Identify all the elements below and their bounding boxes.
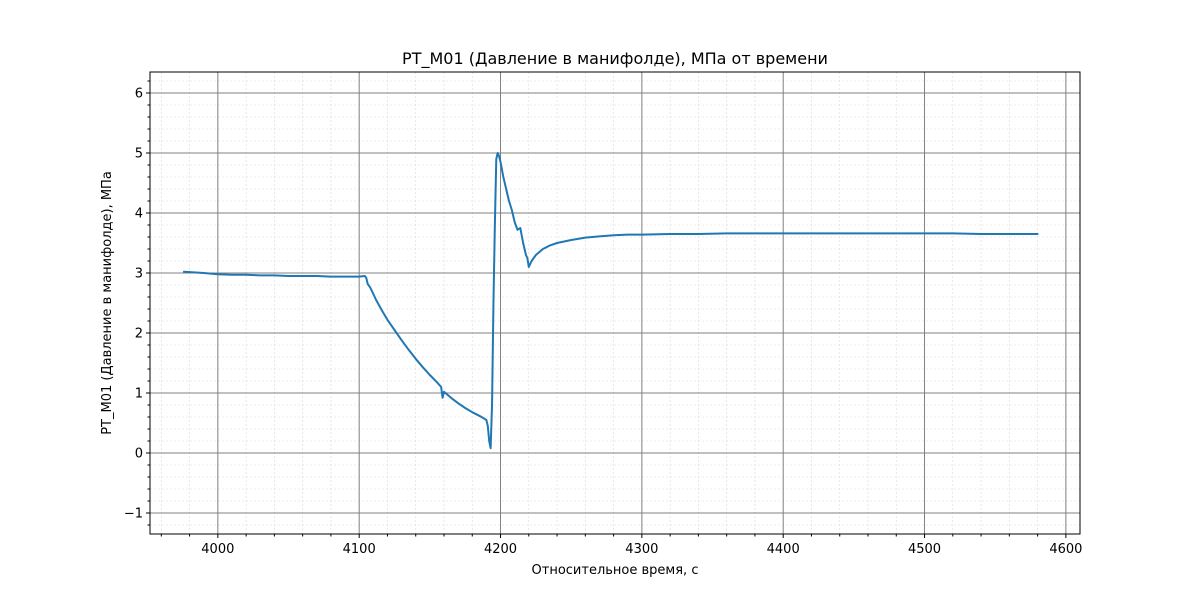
x-tick-label: 4500 xyxy=(908,542,941,557)
x-tick-label: 4000 xyxy=(201,542,234,557)
y-tick-label: 6 xyxy=(135,87,143,102)
y-tick-label: 5 xyxy=(135,147,143,162)
minor-grid xyxy=(150,72,1080,534)
x-tick-label: 4600 xyxy=(1049,542,1082,557)
y-axis-label: PT_M01 (Давление в манифолде), МПа xyxy=(100,171,115,435)
y-tick-label: 3 xyxy=(135,267,143,282)
y-tick-label: 0 xyxy=(135,447,143,462)
y-axis-ticks: −1 0 1 2 3 4 5 6 xyxy=(124,80,150,526)
y-tick-label: 1 xyxy=(135,387,143,402)
series-line-0 xyxy=(182,152,1039,450)
x-tick-label: 4200 xyxy=(484,542,517,557)
series-layer xyxy=(182,152,1039,450)
y-tick-label: −1 xyxy=(124,507,143,522)
x-axis-label: Относительное время, с xyxy=(532,563,699,578)
major-grid xyxy=(150,72,1080,534)
x-tick-label: 4300 xyxy=(625,542,658,557)
y-tick-label: 2 xyxy=(135,327,143,342)
y-tick-label: 4 xyxy=(135,207,143,222)
plot-frame xyxy=(149,71,1081,535)
x-tick-label: 4100 xyxy=(343,542,376,557)
x-tick-label: 4400 xyxy=(767,542,800,557)
chart-title: PT_M01 (Давление в манифолде), МПа от вр… xyxy=(402,49,828,69)
x-axis-ticks: 4000 4100 4200 4300 4400 4500 4600 xyxy=(160,534,1082,557)
